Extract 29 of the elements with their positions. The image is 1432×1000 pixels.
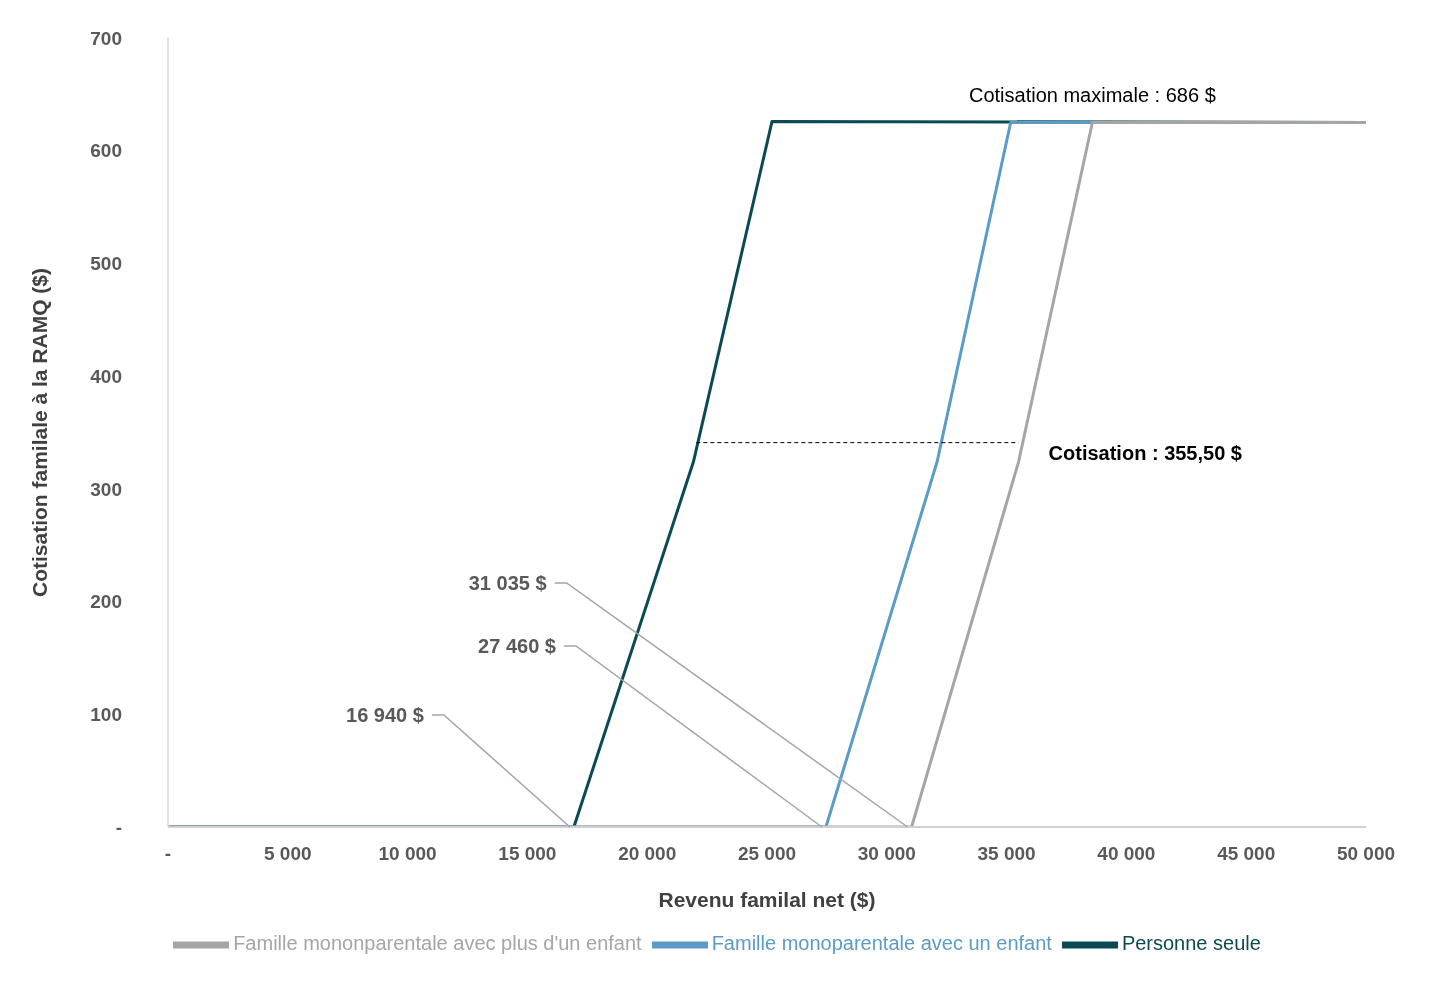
annotation: Cotisation : 355,50 $ [1048, 441, 1242, 464]
x-tick-label: 20 000 [618, 843, 677, 865]
y-tick-label: - [115, 816, 122, 838]
x-tick-label: 45 000 [1217, 843, 1276, 865]
x-tick-label: 35 000 [977, 843, 1036, 865]
y-tick-label: 600 [90, 140, 122, 162]
x-tick-label: 50 000 [1336, 843, 1396, 865]
legend-label: Famille monoparentale avec un enfant [711, 932, 1052, 955]
annotation: Cotisation maximale : 686 $ [968, 83, 1216, 106]
annotation: 31 035 $ [468, 572, 547, 594]
x-tick-label: 25 000 [737, 843, 797, 865]
x-tick-label: 5 000 [264, 843, 312, 865]
x-axis-title: Revenu familal net ($) [658, 888, 876, 911]
y-tick-label: 200 [90, 591, 122, 613]
x-tick-label: 10 000 [378, 843, 437, 865]
y-tick-label: 100 [90, 704, 122, 726]
legend-label: Famille mononparentale avec plus d'un enfant [233, 932, 642, 955]
y-tick-label: 400 [90, 365, 122, 387]
y-tick-label: 700 [90, 27, 122, 49]
x-tick-label: 40 000 [1097, 843, 1156, 865]
x-tick-label: 15 000 [498, 843, 557, 865]
y-tick-label: 500 [90, 253, 122, 275]
y-tick-label: 300 [90, 478, 122, 500]
y-axis-title: Cotisation familale à la RAMQ ($) [28, 267, 52, 598]
annotation: 16 940 $ [346, 704, 424, 726]
legend-label: Personne seule [1121, 932, 1261, 955]
x-tick-label: - [164, 843, 172, 865]
x-tick-label: 30 000 [857, 843, 916, 865]
annotation: 27 460 $ [478, 635, 556, 657]
